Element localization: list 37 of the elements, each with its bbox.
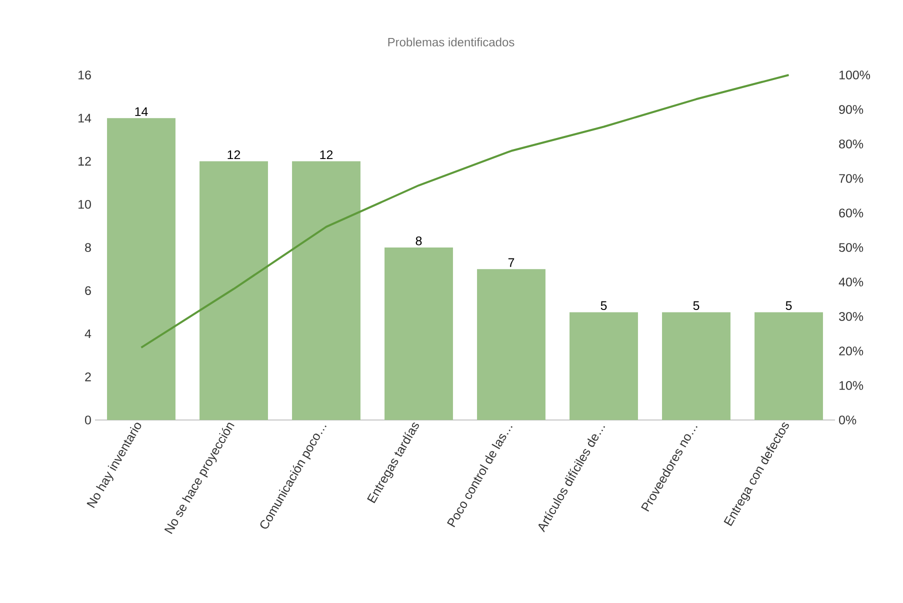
y2-tick-label: 80% xyxy=(839,140,864,148)
y-tick-label: 4 xyxy=(84,329,92,338)
y2-tick-label: 30% xyxy=(839,312,864,321)
y-tick-label: 10 xyxy=(78,200,91,209)
y-tick-label: 14 xyxy=(78,114,92,122)
y2-tick-label: 0% xyxy=(839,416,856,424)
y-tick-label: 0 xyxy=(85,416,91,424)
y2-tick-label: 20% xyxy=(839,346,864,356)
bar xyxy=(477,269,546,420)
data-label: 14 xyxy=(135,107,148,116)
data-label: 5 xyxy=(786,301,792,310)
data-label: 7 xyxy=(508,258,514,267)
data-label: 8 xyxy=(416,236,422,246)
y2-tick-label: 40% xyxy=(838,278,864,286)
bar xyxy=(754,312,823,420)
y2-tick-label: 50% xyxy=(839,243,864,252)
data-label: 12 xyxy=(228,150,240,160)
data-label: 12 xyxy=(320,150,333,160)
y-tick-label: 12 xyxy=(78,156,91,166)
y2-tick-label: 100% xyxy=(839,70,870,80)
bar xyxy=(384,248,453,420)
chart-title: Problemas identificados xyxy=(388,38,514,46)
y-tick-label: 8 xyxy=(85,243,91,252)
y2-tick-label: 60% xyxy=(839,208,864,218)
y-tick-label: 6 xyxy=(85,286,91,296)
data-label: 5 xyxy=(600,301,607,310)
y2-tick-label: 10% xyxy=(839,381,864,390)
bar xyxy=(662,312,730,420)
data-label: 5 xyxy=(693,301,700,310)
y2-tick-label: 70% xyxy=(839,174,864,183)
bar xyxy=(292,161,360,420)
bar xyxy=(570,312,638,420)
bar xyxy=(200,161,268,420)
y-tick-label: 2 xyxy=(85,372,91,382)
y-tick-label: 16 xyxy=(78,70,91,80)
bar xyxy=(107,118,176,420)
y2-tick-label: 90% xyxy=(839,105,864,114)
